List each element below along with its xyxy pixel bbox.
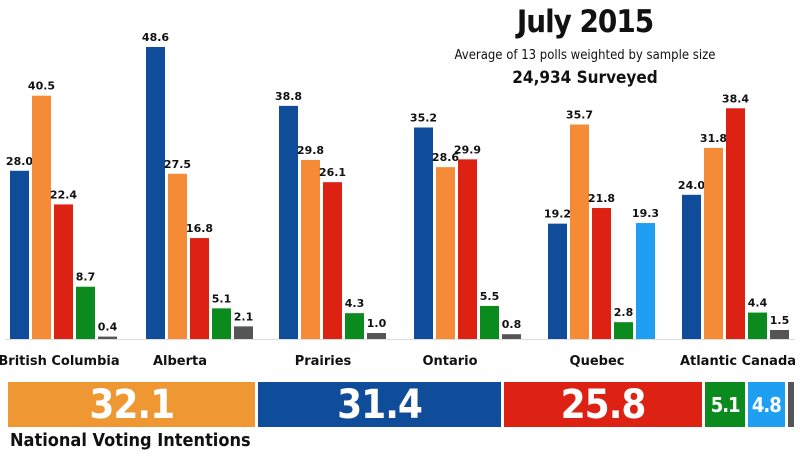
national-segment-ndp: 32.1 [8, 382, 256, 427]
bar-green [345, 313, 364, 339]
region-label: British Columbia [0, 354, 120, 369]
bar-other [234, 326, 253, 339]
data-label: 4.4 [748, 297, 768, 310]
bar-other [98, 336, 117, 339]
data-label: 22.4 [50, 188, 77, 201]
data-label: 19.2 [544, 208, 571, 221]
bar-conservative [10, 170, 29, 339]
region-group: 38.8 29.8 26.1 4.31.0 Prairies [275, 90, 387, 369]
bar-bloc [636, 223, 655, 339]
national-segment-green: 5.1 [705, 382, 745, 427]
bar-liberal [54, 204, 73, 339]
data-label: 26.1 [319, 166, 346, 179]
data-label: 5.1 [212, 292, 232, 305]
bar-conservative [146, 47, 165, 339]
bar-ndp [570, 124, 589, 340]
region-label: Atlantic Canada [680, 354, 796, 369]
bar-conservative [548, 223, 567, 339]
data-label: 27.5 [164, 158, 191, 171]
data-label: 19.3 [632, 207, 659, 220]
bar-ndp [436, 167, 455, 339]
national-segment-conservative: 31.4 [258, 382, 501, 427]
region-group: 24.0 31.8 38.4 4.41.5 Atlantic Canada [678, 92, 796, 369]
national-segment-liberal: 25.8 [503, 382, 703, 427]
data-label: 40.5 [28, 80, 55, 93]
data-label: 5.5 [480, 290, 500, 303]
regional-bar-chart: 28.0 40.5 22.4 8.7 0.4 British Columbia 48.6 27… [0, 31, 796, 369]
region-group: 19.2 35.7 21.8 2.8 19.3 Quebec [544, 109, 659, 369]
region-group: 35.2 28.629.9 5.5 0.8 Ontario [410, 112, 521, 369]
data-label: 2.1 [234, 310, 254, 323]
bar-ndp [168, 173, 187, 339]
data-label: 48.6 [142, 31, 169, 44]
data-label: 8.7 [76, 271, 96, 284]
bar-conservative [682, 194, 701, 339]
bar-green [748, 312, 767, 339]
region-label: Quebec [570, 354, 625, 369]
data-label: 29.8 [297, 144, 324, 157]
region-label: Prairies [295, 354, 352, 369]
region-group: 28.0 40.5 22.4 8.7 0.4 British Columbia [0, 80, 120, 369]
national-voting-bar: 32.1 31.4 25.8 5.1 4.8 [8, 382, 794, 427]
data-label: 38.8 [275, 90, 302, 103]
bar-other [502, 334, 521, 339]
bar-liberal [458, 159, 477, 339]
data-label: 35.2 [410, 112, 437, 125]
data-label: 24.0 [678, 179, 705, 192]
bar-ndp [301, 159, 320, 339]
data-label: 0.4 [98, 321, 118, 334]
region-group: 48.6 27.5 16.8 5.12.1 Alberta [142, 31, 253, 369]
bar-other [770, 329, 789, 339]
national-segment-other [787, 382, 794, 427]
bar-green [76, 286, 95, 339]
bar-other [367, 332, 386, 339]
data-label: 35.7 [566, 109, 593, 122]
data-label: 0.8 [502, 318, 522, 331]
data-label: 2.8 [614, 306, 634, 319]
bar-green [614, 322, 633, 339]
data-label: 29.9 [454, 143, 481, 156]
bar-conservative [414, 127, 433, 339]
data-label: 1.0 [367, 317, 387, 330]
surveyed-count: 24,934 Surveyed [512, 68, 658, 88]
region-label: Ontario [422, 354, 477, 369]
bar-green [212, 308, 231, 339]
region-label: Alberta [153, 354, 207, 369]
data-label: 16.8 [186, 222, 213, 235]
bar-liberal [726, 108, 745, 339]
data-label: 31.8 [700, 132, 727, 145]
data-label: 28.6 [432, 151, 459, 164]
chart-title: July 2015 [516, 4, 654, 40]
bar-liberal [592, 208, 611, 339]
national-segment-bloc: 4.8 [747, 382, 785, 427]
bar-green [480, 305, 499, 339]
bar-conservative [279, 105, 298, 339]
bar-ndp [32, 95, 51, 340]
data-label: 4.3 [345, 297, 365, 310]
data-label: 38.4 [722, 92, 749, 105]
chart-subtitle: Average of 13 polls weighted by sample s… [454, 48, 716, 63]
bar-liberal [323, 182, 342, 339]
data-label: 28.0 [6, 155, 33, 168]
bar-liberal [190, 238, 209, 339]
data-label: 1.5 [770, 314, 790, 327]
bar-ndp [704, 147, 723, 339]
national-voting-label: National Voting Intentions [10, 430, 251, 451]
data-label: 21.8 [588, 192, 615, 205]
